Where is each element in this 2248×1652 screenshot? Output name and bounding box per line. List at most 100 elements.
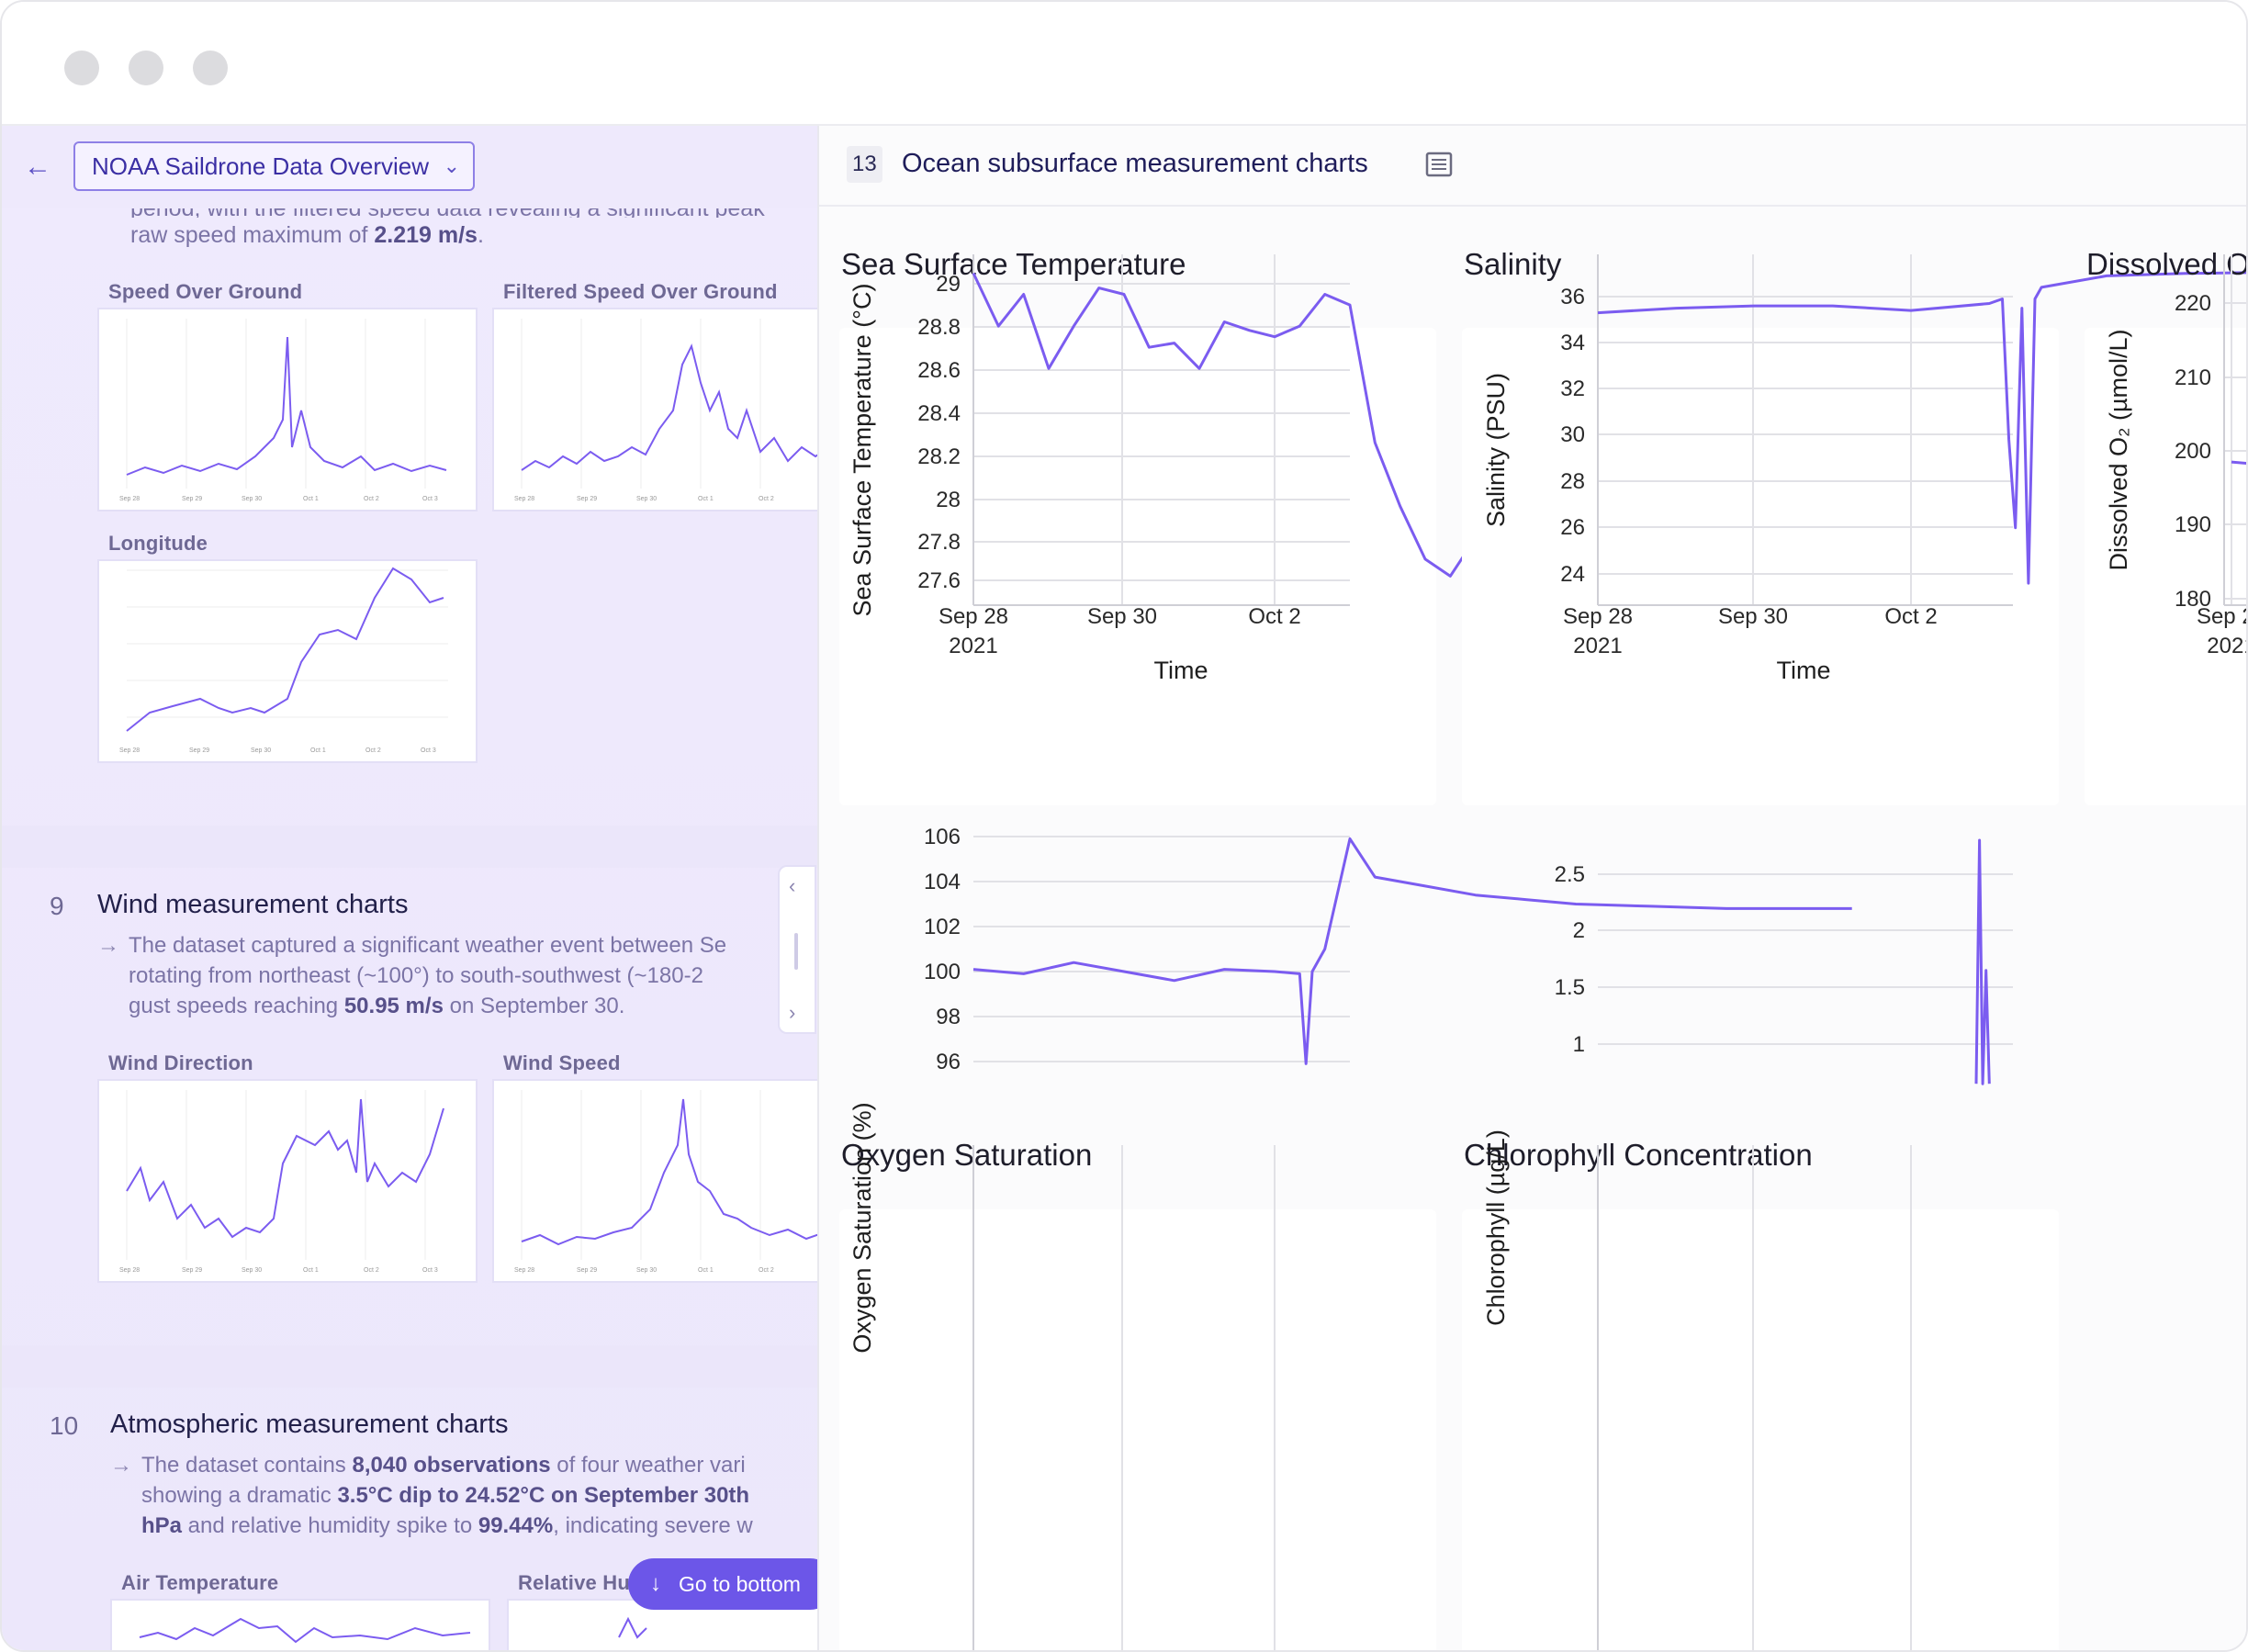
section-10-summary-line: The dataset contains: [141, 1453, 353, 1478]
section-10-summary: → The dataset contains 8,040 observations…: [110, 1450, 817, 1541]
section-9-summary: → The dataset captured a significant weat…: [97, 930, 817, 1021]
chart-3: Oxygen Saturation 96 98 100 102 104 106 Oxygen …: [839, 825, 1852, 1650]
y-tick-label: 1: [1573, 1032, 1585, 1057]
y-tick-label: 26: [1560, 515, 1585, 540]
x-tick-label: Sep 28: [939, 604, 1008, 629]
chart-title: Sea Surface Temperature: [841, 247, 1186, 281]
svg-text:Oct 2: Oct 2: [759, 496, 774, 502]
arrow-left-icon[interactable]: ←: [24, 152, 51, 182]
y-axis-title: Salinity (PSU): [1482, 373, 1510, 527]
svg-text:Sep 29: Sep 29: [577, 496, 597, 502]
svg-text:Sep 29: Sep 29: [182, 1267, 202, 1274]
series-line: [2231, 460, 2246, 465]
svg-text:Oct 1: Oct 1: [303, 1267, 319, 1274]
y-tick-label: 32: [1560, 376, 1585, 401]
y-axis-title: Sea Surface Temperature (°C): [849, 284, 876, 617]
series-line: [1597, 271, 2246, 585]
y-tick-label: 34: [1560, 331, 1585, 355]
chevron-right-icon[interactable]: ›: [789, 1001, 796, 1024]
drag-handle[interactable]: [794, 933, 798, 970]
y-tick-label: 190: [2175, 512, 2211, 537]
document-selector[interactable]: NOAA Saildrone Data Overview ⌄: [73, 141, 476, 191]
thumb-filtered-speed[interactable]: Sep 28 Sep 29 Sep 30 Oct 1 Oct 2: [492, 308, 817, 511]
summary-text-end: .: [477, 222, 484, 248]
thumb-label-filtered-speed: Filtered Speed Over Ground: [503, 280, 778, 303]
svg-text:Sep 29: Sep 29: [189, 747, 209, 754]
svg-text:Oct 2: Oct 2: [364, 496, 379, 502]
chart-4: Chlorophyll Concentration 1 2 1.5 2.5 Chlorop…: [1462, 838, 2059, 1650]
svg-text:Sep 30: Sep 30: [242, 1267, 262, 1274]
thumb-air-temperature[interactable]: [110, 1599, 490, 1650]
maximize-window-button[interactable]: [193, 51, 228, 85]
thumb-longitude[interactable]: Sep 28 Sep 29 Sep 30 Oct 1 Oct 2 Oct 3: [97, 559, 478, 763]
right-panel: 13 Ocean subsurface measurement charts S…: [817, 126, 2248, 1650]
y-tick-label: 27.6: [917, 568, 961, 593]
arrow-right-icon: →: [97, 933, 119, 958]
svg-text:Oct 1: Oct 1: [698, 1267, 714, 1274]
chart-title: Salinity: [1464, 247, 1562, 281]
y-tick-label: 27.8: [917, 530, 961, 555]
thumb-wind-speed[interactable]: Sep 28 Sep 29 Sep 30 Oct 1 Oct 2: [492, 1079, 817, 1283]
y-axis-title: Oxygen Saturation (%): [849, 1102, 876, 1353]
chart-title: Dissolved O₂: [2086, 247, 2248, 281]
section-10-summary-line: and relative humidity spike to: [182, 1513, 478, 1538]
svg-text:Oct 3: Oct 3: [421, 747, 436, 754]
thumb-label-air-temperature: Air Temperature: [121, 1571, 279, 1594]
chart-1: Salinity 24 26 28 30 32 34 36 Sep 28 2021 Sep 30 Oc…: [1462, 247, 2246, 805]
thumb-label-speed-over-ground: Speed Over Ground: [108, 280, 303, 303]
y-tick-label: 100: [924, 960, 961, 984]
panel-resize-handle[interactable]: ‹ ›: [778, 865, 816, 1034]
section-divider: [2, 826, 817, 868]
go-to-bottom-button[interactable]: ↓ Go to bottom: [628, 1558, 817, 1610]
svg-text:Oct 3: Oct 3: [422, 1267, 438, 1274]
thumb-label-relative-humidity: Relative Hu: [518, 1571, 631, 1594]
chevron-left-icon[interactable]: ‹: [789, 874, 796, 897]
y-tick-label: 180: [2175, 587, 2211, 612]
y-tick-label: 28: [936, 488, 961, 512]
chart-title: Chlorophyll Concentration: [1464, 1138, 1813, 1172]
thumb-wind-direction-plot: Sep 28 Sep 29 Sep 30 Oct 1 Oct 2 Oct 3: [119, 1090, 444, 1274]
svg-text:Oct 1: Oct 1: [303, 496, 319, 502]
svg-text:Sep 30: Sep 30: [251, 747, 271, 754]
thumb-speed-over-ground-plot: Sep 28 Sep 29 Sep 30 Oct 1 Oct 2 Oct 3: [119, 319, 447, 502]
arrow-down-icon: ↓: [650, 1571, 661, 1596]
thumb-wind-direction[interactable]: Sep 28 Sep 29 Sep 30 Oct 1 Oct 2 Oct 3: [97, 1079, 478, 1283]
charts-canvas: Sea Surface Temperature 28 29 27.6 27.8 28.2 2…: [839, 247, 2248, 1650]
chart-card-bg: [1462, 328, 2059, 805]
x-tick-label: Sep 30: [1087, 604, 1157, 629]
svg-text:Sep 28: Sep 28: [119, 1267, 140, 1274]
y-tick-label: 102: [924, 915, 961, 939]
thumb-label-wind-direction: Wind Direction: [108, 1051, 253, 1074]
y-tick-label: 28.4: [917, 401, 961, 426]
series-line: [972, 837, 1852, 1065]
y-tick-label: 96: [936, 1050, 961, 1074]
thumb-speed-over-ground[interactable]: Sep 28 Sep 29 Sep 30 Oct 1 Oct 2 Oct 3: [97, 308, 478, 511]
svg-text:Sep 30: Sep 30: [636, 1267, 657, 1274]
section-9-summary-line: on September 30.: [443, 994, 625, 1018]
chart-card-bg: [839, 328, 1436, 805]
svg-text:Sep 29: Sep 29: [577, 1267, 597, 1274]
chart-title: Oxygen Saturation: [841, 1138, 1092, 1172]
close-window-button[interactable]: [64, 51, 99, 85]
section-10-summary-bold: hPa: [141, 1513, 183, 1538]
thumb-wind-speed-plot: Sep 28 Sep 29 Sep 30 Oct 1 Oct 2: [514, 1090, 817, 1274]
y-tick-label: 106: [924, 825, 961, 849]
chart-card-bg: [1462, 1209, 2059, 1650]
y-tick-label: 28.2: [917, 444, 961, 469]
thumb-label-wind-speed: Wind Speed: [503, 1051, 621, 1074]
document-lines-icon[interactable]: [1425, 152, 1453, 177]
svg-text:Sep 28: Sep 28: [514, 496, 534, 502]
section-number-badge: 13: [847, 146, 882, 183]
minimize-window-button[interactable]: [129, 51, 163, 85]
go-to-bottom-label: Go to bottom: [679, 1572, 801, 1596]
arrow-right-icon: →: [110, 1453, 132, 1478]
left-panel-header: ← NOAA Saildrone Data Overview ⌄: [2, 126, 817, 208]
chevron-down-icon: ⌄: [443, 154, 461, 177]
section-10-summary-bold: 8,040 observations: [352, 1453, 551, 1478]
y-tick-label: 104: [924, 870, 961, 894]
summary-text-bold: 2.219 m/s: [374, 222, 478, 248]
section-10-title[interactable]: Atmospheric measurement charts: [110, 1410, 509, 1439]
x-tick-label: Sep 30: [1718, 604, 1788, 629]
section-9-title[interactable]: Wind measurement charts: [97, 890, 409, 919]
